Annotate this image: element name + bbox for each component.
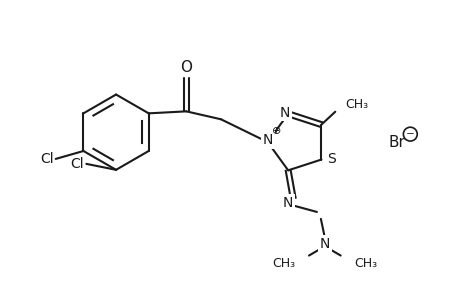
Text: CH₃: CH₃: [344, 98, 368, 111]
Text: N: N: [280, 106, 290, 120]
Text: CH₃: CH₃: [271, 257, 295, 270]
Text: Cl: Cl: [71, 157, 84, 171]
Text: ⊕: ⊕: [271, 126, 280, 136]
Text: −: −: [405, 129, 414, 139]
Text: Cl: Cl: [40, 152, 54, 166]
Text: N: N: [319, 237, 329, 251]
Text: Br: Br: [388, 135, 404, 150]
Text: O: O: [180, 60, 192, 75]
Text: CH₃: CH₃: [354, 257, 377, 270]
Text: N: N: [282, 196, 293, 210]
Text: S: S: [326, 152, 335, 166]
Text: N: N: [262, 133, 272, 147]
